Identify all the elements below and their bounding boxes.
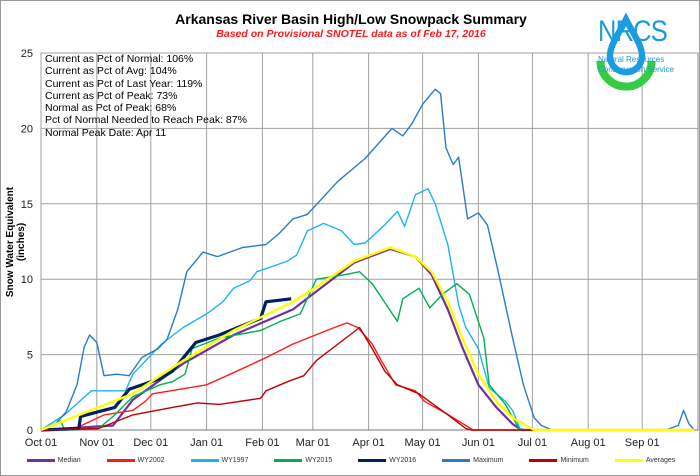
logo-sub-line: Conservation Service (598, 65, 675, 74)
legend-item-wy1997: WY1997 (190, 457, 249, 464)
x-tick-label: Oct 01 (25, 437, 57, 449)
stat-line: Current as Pct of Last Year: 119% (45, 77, 203, 90)
legend-label: Averages (645, 457, 676, 464)
legend-label: Maximum (473, 457, 504, 464)
series-line-wy2016 (40, 297, 292, 432)
legend-label: WY2015 (305, 457, 333, 464)
legend-label: WY2016 (389, 457, 417, 464)
y-tick-label: 15 (21, 199, 33, 211)
legend: Median WY2002 WY1997 WY2015 WY2016 Maximum Min… (1, 457, 699, 464)
stat-line: Current as Pct of Normal: 106% (45, 53, 194, 65)
legend-item-wy2015: WY2015 (274, 457, 332, 464)
x-tick-label: Dec 01 (133, 437, 168, 449)
series-line-wy2002 (40, 322, 695, 431)
y-tick-label: 5 (27, 350, 33, 362)
x-tick-label: Jan 01 (190, 437, 223, 449)
stat-line: Current as Pct of Avg: 104% (45, 65, 177, 78)
stat-line: Normal Peak Date: Apr 11 (45, 126, 167, 139)
legend-item-median: Median (26, 457, 81, 464)
legend-label: Median (57, 457, 81, 464)
series-line-wy1997 (40, 187, 695, 431)
x-tick-label: Nov 01 (79, 437, 114, 449)
series-line-minimum (40, 326, 695, 431)
y-tick-label: 20 (21, 123, 33, 135)
legend-item-maximum: Maximum (442, 457, 503, 464)
stats-box: Current as Pct of Normal: 106% Current a… (45, 53, 247, 139)
legend-swatch (26, 459, 55, 462)
legend-item-averages: Averages (614, 457, 676, 464)
legend-item-wy2002: WY2002 (106, 457, 165, 464)
x-tick-label: Apr 01 (352, 437, 384, 449)
nrcs-logo-subtitle: Natural Resources Conservation Service (598, 55, 674, 75)
legend-swatch (442, 459, 471, 462)
nrcs-logo-text: NRCS (598, 15, 668, 48)
chart-subtitle: Based on Provisional SNOTEL data as of F… (216, 28, 486, 40)
x-tick-label: Aug 01 (571, 437, 606, 449)
x-tick-label: Sep 01 (625, 437, 660, 449)
series-line-maximum (40, 88, 695, 431)
stat-line: Normal as Pct of Peak: 68% (45, 102, 177, 115)
stat-line: Pct of Normal Needed to Reach Peak: 87% (45, 114, 247, 127)
y-tick-label: 0 (27, 425, 33, 437)
x-tick-label: Jun 01 (462, 437, 495, 449)
stat-line: Current as Pct of Peak: 73% (45, 89, 178, 102)
x-tick-label: Jul 01 (518, 437, 547, 449)
x-tick-label: May 01 (405, 437, 441, 449)
nrcs-drop-logo-icon (596, 13, 656, 91)
series-line-averages (40, 246, 695, 432)
chart-title: Arkansas River Basin High/Low Snowpack S… (175, 11, 527, 27)
x-tick-label: Mar 01 (296, 437, 330, 449)
legend-swatch (529, 459, 558, 462)
legend-label: Minimum (560, 457, 589, 464)
y-axis-label: Snow Water Equivalent (inches) (5, 186, 27, 298)
legend-item-minimum: Minimum (529, 457, 589, 464)
y-tick-label: 10 (21, 274, 33, 286)
y-tick-label: 25 (21, 48, 33, 60)
legend-swatch (274, 459, 303, 462)
legend-swatch (358, 459, 387, 462)
legend-swatch (106, 459, 135, 462)
logo-sub-line: Natural Resources (598, 55, 665, 64)
x-tick-label: Feb 01 (245, 437, 279, 449)
legend-item-wy2016: WY2016 (358, 457, 416, 464)
legend-swatch (190, 459, 219, 462)
legend-label: WY2002 (137, 457, 165, 464)
legend-label: WY1997 (221, 457, 249, 464)
legend-swatch (614, 459, 643, 462)
